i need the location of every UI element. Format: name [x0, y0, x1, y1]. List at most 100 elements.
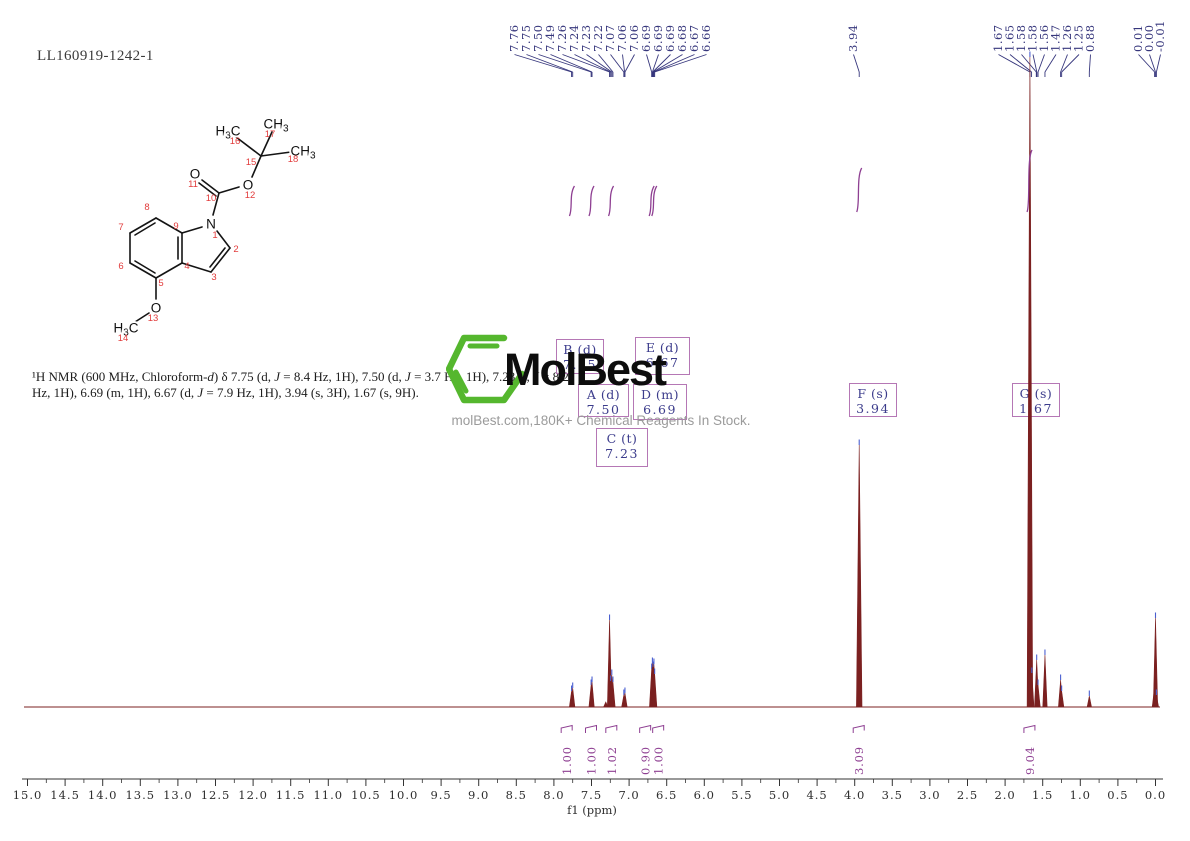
- multiplet-box: B (d) 7.75: [556, 339, 604, 374]
- peak-spike: [1086, 695, 1092, 708]
- peak-shift-label: 6.68: [675, 24, 689, 52]
- nmr-text-italic-segment: d: [207, 369, 214, 384]
- peak-shift-label: 7.06: [627, 24, 641, 52]
- axis-tick-label: 5.0: [769, 788, 790, 802]
- peak-spike: [603, 701, 609, 708]
- multiplet-shift-value: 1.67: [1019, 401, 1053, 416]
- multiplet-box: C (t) 7.23: [596, 428, 648, 467]
- peak-label-leader: [1149, 54, 1156, 73]
- multiplet-label: D (m): [640, 387, 680, 402]
- atom-label: H3C: [215, 124, 240, 142]
- bond-line: [134, 222, 156, 236]
- axis-tick-label: 10.5: [351, 788, 381, 802]
- multiplet-label: F (s): [857, 386, 889, 401]
- multiplet-label: A (d): [586, 387, 621, 402]
- peak-label-leader: [1088, 54, 1091, 73]
- peak-shift-label: 7.75: [519, 24, 533, 52]
- integral-bracket: [852, 724, 865, 733]
- peak-shift-label: 0.88: [1083, 24, 1097, 52]
- peak-label-leader: [598, 54, 614, 73]
- peak-shift-label: 1.58: [1026, 24, 1040, 52]
- multiplet-shift-value: 6.67: [645, 355, 680, 370]
- atom-label: H3C: [113, 321, 138, 339]
- peak-label-leader: [1060, 54, 1068, 73]
- nmr-text-segment: ¹H NMR (600 MHz, Chloroform-: [32, 369, 208, 384]
- bond-line: [134, 312, 150, 323]
- peak-label-leader: [646, 54, 653, 73]
- sample-id: LL160919-1242-1: [37, 48, 154, 64]
- peak-spike: [856, 444, 863, 708]
- peak-label-leader: [624, 54, 635, 73]
- axis-tick-label: 1.0: [1070, 788, 1091, 802]
- multiplet-shift-value: 7.50: [586, 402, 621, 417]
- bond-line: [260, 131, 273, 157]
- atom-label: CH3: [263, 117, 289, 135]
- peak-shift-label: 1.56: [1037, 24, 1051, 52]
- atom-number: 7: [118, 222, 123, 233]
- axis-tick-label: 8.0: [543, 788, 564, 802]
- peak-label-leader: [654, 54, 707, 73]
- integral-value: 9.04: [1023, 746, 1037, 775]
- peak-label-leader: [1044, 54, 1057, 73]
- axis-tick-label: 0.0: [1145, 788, 1166, 802]
- bond-line: [209, 247, 226, 268]
- peak-spike: [569, 690, 575, 708]
- integral-curve: [1026, 149, 1033, 213]
- axis-tick-label: 2.0: [994, 788, 1015, 802]
- nmr-text-line1: ¹H NMR (600 MHz, Chloroform-d) δ 7.75 (d…: [32, 369, 584, 385]
- bond-line: [181, 262, 212, 273]
- peak-spike: [652, 673, 658, 708]
- multiplet-box: G (s) 1.67: [1012, 383, 1060, 417]
- nmr-text-italic-segment: J: [405, 369, 411, 384]
- peak-shift-label: 1.47: [1049, 24, 1063, 52]
- atom-number: 2: [233, 244, 238, 255]
- integral-curve: [856, 167, 863, 213]
- multiplet-shift-value: 7.23: [605, 446, 639, 461]
- multiplet-label: B (d): [563, 342, 597, 357]
- integral-bracket: [585, 724, 597, 733]
- nmr-text-italic-segment: J: [532, 369, 539, 384]
- axis-tick-label: 7.0: [618, 788, 639, 802]
- peak-shift-label: 7.22: [591, 24, 605, 52]
- axis-tick-label: 15.0: [13, 788, 43, 802]
- peak-shift-label: 1.26: [1060, 24, 1074, 52]
- axis-tick-label: 14.0: [88, 788, 118, 802]
- peak-shift-label: 6.69: [639, 24, 653, 52]
- peak-shift-label: 6.69: [663, 24, 677, 52]
- peak-shift-label: 3.94: [846, 24, 860, 52]
- integral-bracket: [1023, 724, 1036, 733]
- peak-shift-label: 7.76: [507, 24, 521, 52]
- atom-number: 14: [118, 333, 129, 344]
- peak-label-leader: [1155, 54, 1161, 73]
- nmr-text-italic-segment: J: [197, 384, 204, 400]
- peak-spike: [608, 680, 614, 708]
- x-axis: 15.0 14.5 14.0 13.5 13.0 12.5 12.0 11.5 11.0 10.5…: [13, 778, 1166, 817]
- bond-line: [251, 155, 262, 178]
- bond-line: [210, 247, 231, 273]
- axis-tick-label: 4.5: [806, 788, 827, 802]
- peak-spike: [649, 662, 655, 708]
- peak-spike: [1035, 684, 1041, 708]
- integral-bracket: [605, 724, 618, 733]
- multiplet-label: G (s): [1019, 386, 1053, 401]
- peak-shift-label: 1.65: [1003, 24, 1017, 52]
- nmr-text-line2: Hz, 1H), 6.69 (m, 1H), 6.67 (d, J = 7.9 …: [32, 385, 584, 401]
- nmr-text-italic-segment: J: [274, 369, 280, 384]
- atom-number: 6: [118, 261, 123, 272]
- integral-curve: [607, 185, 615, 217]
- nmr-text-segment: = 8.4 Hz, 1H), 7.50 (d,: [280, 369, 406, 384]
- peak-shift-label: 7.07: [603, 24, 617, 52]
- atom-number: 5: [158, 278, 163, 289]
- atom-number: 11: [188, 179, 198, 190]
- multiplet-shift-value: 6.69: [643, 402, 677, 417]
- peak-label-leader: [1009, 54, 1032, 73]
- multiplet-box: E (d) 6.67: [635, 337, 690, 375]
- atom-number: 1: [212, 230, 217, 241]
- axis-tick-label: 5.5: [731, 788, 752, 802]
- peak-spike: [570, 687, 576, 708]
- atom-number: 3: [211, 272, 216, 283]
- bond-line: [181, 226, 203, 234]
- bond-line: [212, 192, 220, 216]
